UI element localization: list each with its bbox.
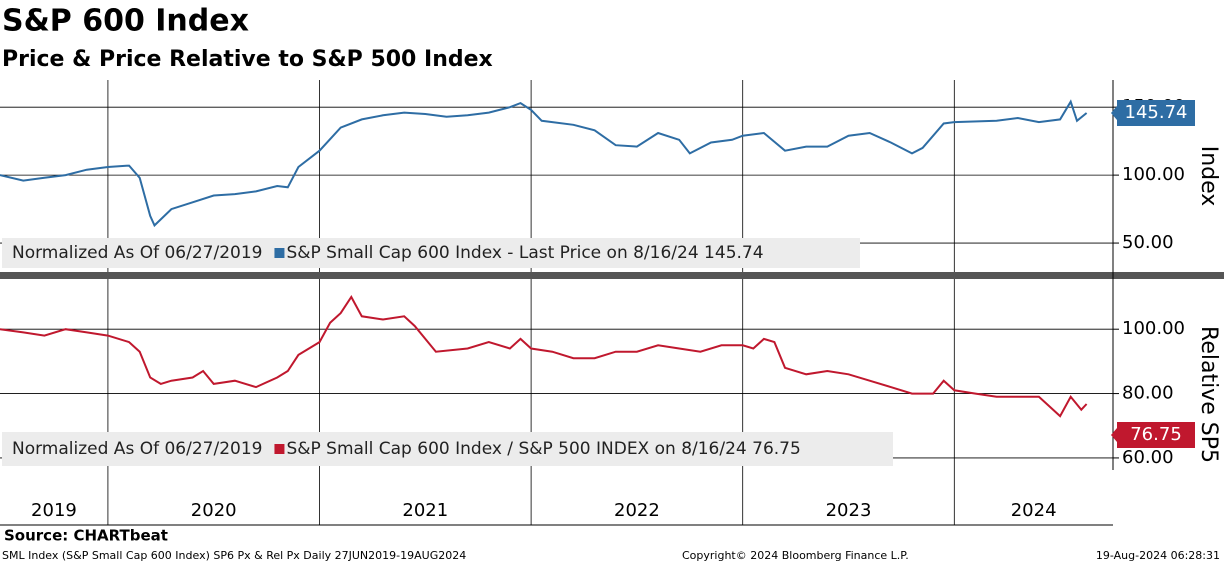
last-value-pointer xyxy=(1111,106,1117,120)
y-tick-label: 60.00 xyxy=(1122,447,1174,468)
x-tick-label: 2023 xyxy=(826,500,872,521)
legend-note: Normalized As Of 06/27/2019 xyxy=(12,439,262,459)
footer-description: SML Index (S&P Small Cap 600 Index) SP6 … xyxy=(2,549,466,562)
legend-box xyxy=(2,238,860,268)
y-tick-label: 100.00 xyxy=(1122,318,1185,339)
legend-label: S&P Small Cap 600 Index - Last Price on … xyxy=(286,243,763,263)
last-value-tag xyxy=(1117,422,1195,448)
y-axis-title: Index xyxy=(1196,146,1221,207)
y-axis-title: Relative SP5 xyxy=(1196,326,1221,463)
legend-note: Normalized As Of 06/27/2019 xyxy=(12,243,262,263)
line-series xyxy=(0,295,1088,418)
last-value-label: 76.75 xyxy=(1130,424,1182,445)
y-tick-label: 50.00 xyxy=(1122,232,1174,253)
x-tick-label: 2021 xyxy=(402,500,448,521)
panel-separator xyxy=(0,272,1224,279)
last-value-pointer xyxy=(1111,428,1117,442)
source: Source: CHARTbeat xyxy=(4,527,168,545)
last-value-tag xyxy=(1117,100,1195,126)
y-tick-label: 80.00 xyxy=(1122,383,1174,404)
footer-timestamp: 19-Aug-2024 06:28:31 xyxy=(1096,549,1220,562)
x-tick-label: 2022 xyxy=(614,500,660,521)
y-tick-label: 100.00 xyxy=(1122,164,1185,185)
x-tick-label: 2024 xyxy=(1011,500,1057,521)
legend-swatch xyxy=(274,444,285,454)
line-series xyxy=(0,99,1088,228)
legend-label: S&P Small Cap 600 Index / S&P 500 INDEX … xyxy=(286,439,800,459)
x-tick-label: 2019 xyxy=(31,500,77,521)
legend-box xyxy=(2,432,893,466)
chart-title: S&P 600 Index xyxy=(2,4,249,39)
last-value-label: 145.74 xyxy=(1125,102,1188,123)
x-tick-label: 2020 xyxy=(191,500,237,521)
legend-swatch xyxy=(274,248,285,258)
footer-copyright: Copyright© 2024 Bloomberg Finance L.P. xyxy=(682,549,909,562)
chart-subtitle: Price & Price Relative to S&P 500 Index xyxy=(2,47,493,72)
